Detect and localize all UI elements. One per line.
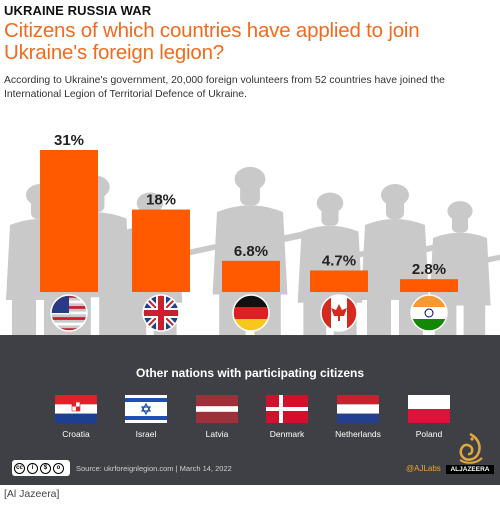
flag-border: [232, 294, 270, 332]
bar-united-states: [40, 150, 98, 292]
head-shape: [451, 214, 469, 233]
nation-israel: Israel: [116, 395, 176, 439]
helmet-shape: [136, 192, 164, 214]
israel-flag-icon: [125, 395, 167, 423]
head-shape: [240, 183, 260, 206]
uk-flag-icon: [142, 294, 180, 332]
bar-value-label: 6.8%: [234, 243, 268, 260]
aljazeera-wordmark: ALJAZEERA: [446, 465, 494, 474]
aljazeera-logo-icon: [459, 432, 483, 464]
helmet-shape: [381, 184, 409, 206]
chart-svg: 31% 18% 6.8% 4.7% 2.8%: [0, 132, 500, 355]
bar-value-label: 31%: [54, 132, 84, 149]
nation-poland: Poland: [399, 395, 459, 439]
nation-denmark: Denmark: [257, 395, 317, 439]
nation-label: Israel: [135, 429, 157, 439]
ground-band: [0, 335, 500, 355]
head-shape: [386, 199, 404, 219]
head-shape: [321, 206, 339, 226]
bar-germany: [222, 260, 280, 292]
helmet-shape: [447, 201, 473, 221]
rifle-shape: [444, 250, 500, 272]
croatia-flag-icon: [55, 395, 97, 423]
bar-india: [400, 279, 458, 292]
helmet-shape: [234, 166, 266, 192]
flag-border: [50, 294, 88, 332]
bar-value-label: 18%: [146, 192, 176, 209]
country-flags-group: [50, 294, 448, 332]
nation-croatia: Croatia: [46, 395, 106, 439]
nation-label: Denmark: [269, 429, 305, 439]
bar-value-label: 2.8%: [412, 261, 446, 278]
bar-value-label: 4.7%: [322, 252, 356, 269]
ajlabs-handle: @AJLabs: [406, 464, 441, 473]
footer: cc i $ o Source: ukrforeignlegion.com | Mar…: [0, 432, 500, 485]
flag-border: [142, 294, 180, 332]
flag-border: [320, 294, 358, 332]
nation-label: Poland: [415, 429, 443, 439]
canada-flag-icon: [320, 294, 358, 332]
denmark-flag-icon: [266, 395, 308, 423]
kicker: UKRAINE RUSSIA WAR: [4, 3, 152, 18]
bars-group: 31% 18% 6.8% 4.7% 2.8%: [40, 132, 458, 292]
bar-united-kingdom: [132, 209, 190, 292]
infographic-title: Citizens of which countries have applied…: [4, 19, 420, 64]
other-nations-title: Other nations with participating citizen…: [135, 366, 365, 380]
poland-flag-icon: [408, 395, 450, 423]
bar-canada: [310, 270, 368, 292]
nation-netherlands: Netherlands: [328, 395, 388, 439]
nation-latvia: Latvia: [187, 395, 247, 439]
nation-label: Netherlands: [335, 429, 381, 439]
netherlands-flag-icon: [337, 395, 379, 423]
nation-label: Latvia: [205, 429, 229, 439]
image-caption: [Al Jazeera]: [4, 488, 60, 500]
other-nations-panel: Other nations with participating citizen…: [0, 355, 500, 485]
latvia-flag-icon: [196, 395, 238, 423]
infographic: UKRAINE RUSSIA WAR Citizens of which cou…: [0, 3, 500, 485]
helmet-shape: [316, 192, 344, 214]
infographic-subtitle: According to Ukraine's government, 20,00…: [4, 75, 445, 100]
india-flag-icon: [410, 294, 448, 332]
cc-license-icon: cc i $ o: [12, 460, 70, 476]
flag-border: [410, 294, 448, 332]
germany-flag-icon: [232, 294, 270, 332]
nation-label: Croatia: [62, 429, 90, 439]
bar-chart: 31% 18% 6.8% 4.7% 2.8%: [0, 110, 500, 355]
source-text: Source: ukrforeignlegion.com | March 14,…: [76, 464, 232, 473]
